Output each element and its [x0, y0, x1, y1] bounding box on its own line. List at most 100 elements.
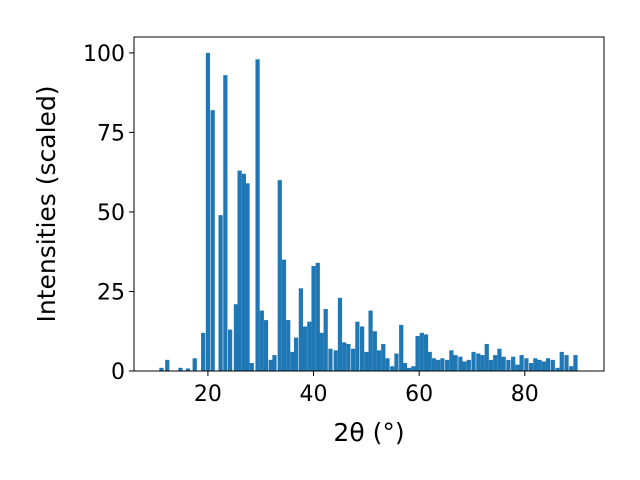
- bar: [550, 359, 555, 371]
- bar: [241, 173, 246, 371]
- bar: [419, 332, 424, 371]
- bar: [402, 363, 408, 371]
- bar: [573, 355, 578, 371]
- bar: [281, 259, 287, 371]
- y-tick-label: 50: [97, 201, 125, 226]
- bar: [529, 363, 534, 371]
- y-tick-label: 100: [83, 42, 125, 67]
- bar: [218, 215, 223, 371]
- bar: [277, 180, 282, 371]
- bar: [249, 363, 254, 371]
- x-tick-label: 60: [405, 382, 433, 407]
- bar: [476, 353, 481, 371]
- bar: [185, 368, 190, 371]
- bar: [458, 356, 463, 371]
- bar: [506, 359, 511, 371]
- bar: [368, 310, 373, 371]
- bar: [440, 358, 445, 371]
- y-tick-label: 0: [111, 360, 125, 385]
- y-axis-ticks: 0 25 50 75 100: [83, 42, 134, 385]
- bar: [407, 367, 412, 371]
- bar: [311, 266, 316, 371]
- bar: [355, 321, 360, 371]
- y-tick-label: 25: [97, 280, 125, 305]
- bar: [328, 348, 333, 371]
- bar: [471, 351, 476, 371]
- bar: [449, 350, 454, 371]
- bar: [205, 52, 211, 372]
- bar: [372, 331, 377, 371]
- bar: [323, 308, 328, 371]
- bar: [569, 366, 574, 371]
- bar: [333, 350, 338, 371]
- bar: [545, 358, 551, 371]
- bar: [223, 75, 228, 372]
- bar: [302, 326, 308, 371]
- bar: [337, 297, 343, 371]
- bar: [411, 366, 416, 371]
- bar: [364, 351, 369, 371]
- bar: [427, 351, 432, 371]
- bar: [255, 59, 260, 372]
- bar: [501, 356, 506, 371]
- bar: [298, 288, 303, 371]
- bar: [524, 358, 529, 371]
- plot-frame: [133, 36, 605, 372]
- bar: [165, 359, 170, 371]
- bar: [564, 355, 569, 371]
- bar: [272, 355, 277, 371]
- bar: [431, 358, 437, 371]
- bar: [480, 355, 485, 371]
- bar: [381, 343, 386, 371]
- bar: [537, 359, 542, 371]
- bar: [497, 348, 502, 371]
- y-tick-label: 75: [97, 121, 125, 146]
- bar: [319, 332, 324, 371]
- bar: [210, 110, 215, 371]
- bar: [237, 170, 242, 371]
- bar: [390, 366, 395, 371]
- bar: [192, 358, 197, 371]
- bar: [511, 356, 516, 371]
- bar: [245, 183, 250, 371]
- bar: [159, 367, 164, 371]
- x-tick-label: 40: [300, 382, 328, 407]
- bar: [423, 334, 429, 371]
- bar: [519, 355, 524, 371]
- x-tick-label: 20: [194, 382, 222, 407]
- bar: [555, 367, 560, 371]
- bar: [315, 262, 320, 371]
- bar: [484, 343, 489, 371]
- bar: [399, 324, 404, 371]
- bar: [533, 358, 538, 371]
- bar: [445, 359, 450, 371]
- bar: [307, 321, 312, 371]
- bar: [541, 361, 546, 371]
- bar: [233, 304, 239, 371]
- bars-group: [159, 52, 578, 372]
- x-axis-label: 2θ (°): [333, 418, 404, 447]
- bar: [466, 359, 471, 371]
- bar: [360, 326, 365, 371]
- bar: [415, 336, 420, 371]
- bar: [342, 342, 347, 371]
- x-tick-label: 80: [511, 382, 539, 407]
- bar: [228, 329, 233, 371]
- bar: [351, 348, 356, 371]
- bar: [462, 361, 467, 371]
- bar: [453, 355, 458, 371]
- bar: [346, 343, 351, 371]
- bar: [178, 367, 183, 371]
- bar: [268, 359, 273, 371]
- bar: [259, 310, 264, 371]
- bar: [376, 350, 382, 371]
- bar: [201, 332, 206, 371]
- y-axis-label: Intensities (scaled): [32, 85, 61, 322]
- bar: [263, 320, 269, 371]
- bar: [559, 351, 564, 371]
- x-axis-ticks: 20 40 60 80: [194, 371, 539, 407]
- bar: [294, 337, 299, 371]
- bar: [394, 353, 399, 371]
- bar: [436, 359, 441, 371]
